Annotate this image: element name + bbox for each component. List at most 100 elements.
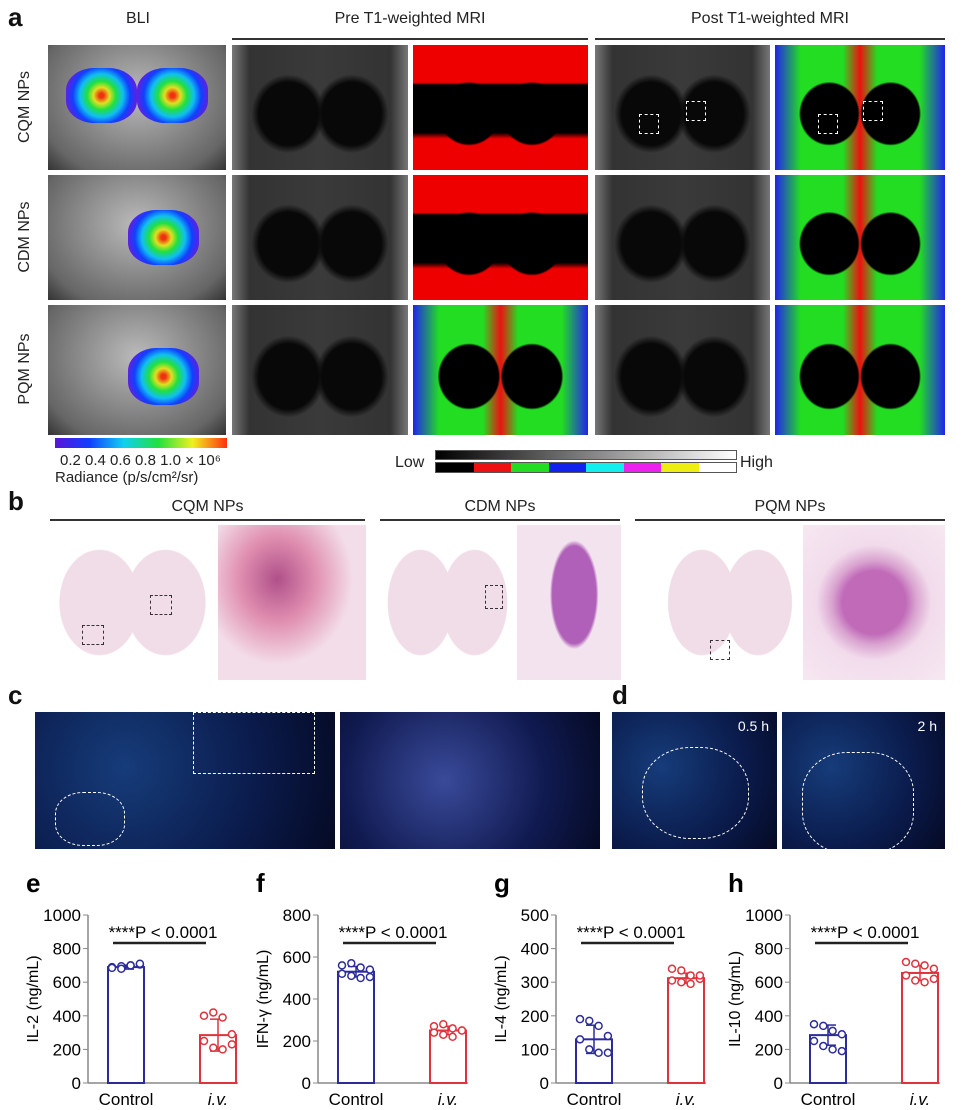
bli-colorbar-ticks: 0.2 0.4 0.6 0.8 1.0 × 10⁶: [60, 452, 221, 469]
image-cqm-col1: [232, 45, 408, 170]
data-point: [575, 1035, 585, 1044]
data-point: [227, 1030, 237, 1039]
data-point: [603, 1048, 613, 1058]
x-tick-label: i.v.: [208, 1090, 228, 1109]
data-point: [356, 963, 365, 972]
data-point: [347, 959, 356, 968]
y-tick-label: 600: [755, 973, 783, 992]
color-scale-swatch: [623, 463, 661, 472]
y-tick-label: 200: [283, 1032, 311, 1051]
y-tick-label: 400: [53, 1007, 81, 1026]
data-point: [337, 961, 347, 970]
data-point: [677, 977, 686, 987]
data-point: [135, 959, 145, 968]
y-tick-label: 600: [53, 973, 81, 992]
data-point: [901, 971, 911, 980]
he-lung-cdm: [380, 525, 515, 680]
b-line-3: [635, 519, 945, 521]
p-value-annotation: ****P < 0.0001: [577, 923, 686, 942]
data-point: [347, 971, 356, 981]
data-point: [209, 1008, 218, 1017]
panel-label: g: [494, 870, 510, 898]
panel-label: e: [26, 870, 40, 898]
data-point: [828, 1026, 837, 1036]
data-point: [199, 1036, 209, 1046]
pre-mri-header: Pre T1-weighted MRI: [334, 10, 486, 27]
data-point: [126, 961, 135, 970]
y-tick-label: 200: [521, 1007, 549, 1026]
image-cqm-col4: [775, 45, 945, 170]
b-line-1: [50, 519, 365, 521]
data-point: [365, 965, 375, 974]
scale-high-label: High: [740, 454, 773, 471]
data-point: [667, 964, 677, 974]
y-axis-label: IL-10 (ng/mL): [727, 951, 744, 1047]
panel-b-label: b: [8, 486, 24, 516]
gray-scale-bar: [435, 450, 737, 460]
bar-Control: [107, 966, 145, 1084]
b-header-cdm: CDM NPs: [464, 498, 536, 515]
fluorescence-overview: [35, 712, 335, 849]
color-scale-swatch: [473, 463, 511, 472]
post-mri-header: Post T1-weighted MRI: [691, 10, 849, 27]
roi-box: [863, 101, 884, 122]
panel-a-label: a: [8, 2, 23, 32]
post-header-line: [595, 38, 945, 40]
data-point: [457, 1026, 467, 1035]
color-scale-bar: [435, 462, 737, 473]
bli-signal: [137, 67, 209, 123]
image-cqm-col3: [595, 45, 770, 170]
y-tick-label: 0: [72, 1074, 81, 1093]
data-point: [218, 1045, 227, 1054]
image-cdm-col2: [413, 175, 588, 300]
row-label-cqm: CQM NPs: [16, 71, 33, 143]
b-header-pqm: PQM NPs: [754, 498, 826, 515]
data-point: [448, 1032, 457, 1042]
chart-e: e 0 200 400 600 800 1000 IL-2 (ng/mL) Control i.v…: [25, 870, 238, 1109]
data-point: [837, 1030, 847, 1039]
data-point: [337, 969, 347, 979]
data-point: [929, 964, 939, 974]
y-tick-label: 0: [774, 1074, 783, 1093]
data-point: [686, 971, 695, 980]
y-tick-label: 400: [283, 990, 311, 1009]
chart-g: g 0 100 200 300 400 500 IL-4 (ng/mL) Control i.v.…: [493, 870, 706, 1109]
data-point: [575, 1014, 585, 1024]
data-point: [227, 1040, 237, 1049]
data-point: [448, 1024, 457, 1033]
color-scale-swatch: [436, 463, 474, 472]
color-scale-swatch: [511, 463, 549, 472]
b-header-cqm: CQM NPs: [171, 498, 244, 515]
data-point: [837, 1046, 847, 1056]
scale-low-label: Low: [395, 454, 425, 471]
y-tick-label: 200: [53, 1040, 81, 1059]
color-scale-swatch: [661, 463, 699, 472]
panel-label: h: [728, 870, 744, 898]
data-point: [667, 976, 677, 985]
fluorescence-2h: 2 h: [782, 712, 945, 849]
image-cdm-col3: [595, 175, 770, 300]
data-point: [594, 1048, 603, 1058]
panel-c-label: c: [8, 680, 23, 710]
image-cdm-col0: [48, 175, 226, 300]
data-point: [911, 959, 920, 968]
b-line-2: [380, 519, 620, 521]
data-point: [107, 963, 117, 973]
bar-Control: [337, 970, 375, 1084]
data-point: [695, 971, 705, 980]
he-zoom-cqm: [218, 525, 366, 680]
y-tick-label: 400: [755, 1007, 783, 1026]
color-scale-swatch: [548, 463, 586, 472]
roi-box: [638, 113, 659, 134]
bar-i.v.: [667, 977, 705, 1084]
data-point: [920, 977, 929, 987]
y-axis-label: IL-4 (ng/mL): [493, 955, 510, 1042]
data-point: [603, 1031, 613, 1041]
pre-header-line: [232, 38, 588, 40]
data-point: [929, 974, 939, 984]
image-pqm-col4: [775, 305, 945, 435]
bli-signal: [128, 347, 200, 406]
panel-d-label: d: [612, 680, 628, 710]
data-point: [809, 1019, 819, 1029]
